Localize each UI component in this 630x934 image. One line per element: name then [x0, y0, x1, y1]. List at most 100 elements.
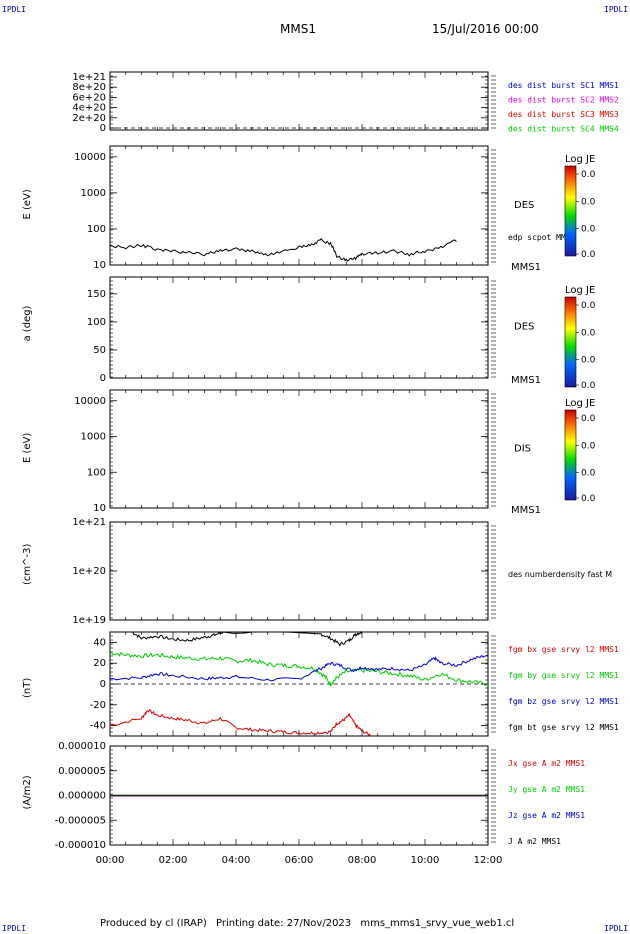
y-tick-label: 10000 [74, 396, 106, 407]
y-tick-label: 0.000005 [58, 766, 106, 777]
series-line-by [110, 651, 489, 687]
y-tick-label: -20 [90, 700, 106, 711]
y-tick-label: 2e+20 [72, 113, 106, 124]
y-axis-label: E (eV) [22, 189, 33, 219]
y-tick-label: 1e+19 [72, 615, 106, 626]
page-date: 15/Jul/2016 00:00 [432, 22, 539, 36]
y-tick-label: 10 [93, 503, 106, 514]
legend-entry: fgm bx gse srvy l2 MMS1 [508, 645, 619, 654]
y-tick-label: 0 [100, 679, 106, 690]
legend-entry: fgm bz gse srvy l2 MMS1 [508, 697, 619, 706]
right-label: DES [514, 322, 534, 333]
series-line-bt [131, 630, 363, 647]
panel-frame-des-pitch [109, 276, 489, 379]
y-tick-label: 10 [93, 260, 106, 271]
right-label: des numberdensity fast M [508, 570, 612, 579]
overlay-label: edp scpot MMS1 [508, 233, 576, 242]
colorbar-tick-label: 0.0 [581, 170, 596, 180]
legend-entry: des dist burst SC1 MMS1 [508, 81, 619, 90]
legend-entry: Jy gse A m2 MMS1 [508, 785, 585, 794]
right-label: DES [514, 200, 534, 211]
colorbar-tick-label: 0.0 [581, 469, 596, 479]
legend-entry: des dist burst SC3 MMS3 [508, 110, 619, 119]
y-tick-label: 0 [100, 123, 106, 134]
y-tick-label: 100 [87, 467, 106, 478]
y-tick-label: 1e+20 [72, 566, 106, 577]
y-tick-label: 1e+21 [72, 517, 106, 528]
colorbar-title: Log JE [565, 154, 595, 165]
y-tick-label: -0.000005 [55, 815, 106, 826]
x-tick-label: 00:00 [96, 855, 125, 866]
y-tick-label: 40 [93, 637, 106, 648]
footer-printing-date: Printing date: 27/Nov/2023 [215, 918, 352, 929]
colorbar-title: Log JE [565, 398, 595, 409]
y-tick-label: 4e+20 [72, 103, 106, 114]
legend-entry: Jz gse A m2 MMS1 [508, 811, 585, 820]
spacecraft-label: MMS1 [511, 262, 541, 273]
y-tick-label: 0 [100, 373, 106, 384]
colorbar [564, 296, 577, 388]
colorbar-tick-label: 0.0 [581, 356, 596, 366]
legend-entry: des dist burst SC4 MMS4 [508, 125, 619, 134]
x-tick-label: 06:00 [285, 855, 314, 866]
footer: Produced by cl (IRAP) Printing date: 27/… [100, 918, 514, 929]
y-tick-label: 1e+21 [72, 72, 106, 83]
y-tick-label: 6e+20 [72, 92, 106, 103]
corner-mark-bl: IPDLI [2, 924, 27, 933]
y-tick-label: -40 [90, 721, 106, 732]
series-line-bz [109, 654, 489, 682]
footer-produced-by: Produced by cl (IRAP) [100, 918, 207, 929]
colorbar-tick-label: 0.0 [581, 381, 596, 391]
corner-mark-tl: IPDLI [2, 5, 27, 14]
y-tick-label: 100 [87, 317, 106, 328]
y-axis-label: E (eV) [22, 433, 33, 463]
y-tick-label: 10000 [74, 152, 106, 163]
panel-frame-des-energy [109, 145, 489, 266]
legend-entry: J A m2 MMS1 [508, 837, 561, 846]
right-label: DIS [514, 443, 531, 454]
corner-mark-tr: IPDLI [604, 5, 629, 14]
colorbar [564, 409, 577, 501]
spacecraft-label: MMS1 [511, 505, 541, 516]
y-axis-label: (nT) [22, 678, 33, 698]
x-tick-label: 12:00 [474, 855, 503, 866]
y-tick-label: 20 [93, 658, 106, 669]
y-tick-label: 150 [87, 289, 106, 300]
x-tick-label: 04:00 [222, 855, 251, 866]
footer-filename: mms_mms1_srvy_vue_web1.cl [360, 918, 515, 929]
y-axis-label: a (deg) [22, 305, 33, 341]
y-axis-label: (cm^-3) [22, 544, 33, 585]
colorbar-tick-label: 0.0 [581, 494, 596, 504]
colorbar-tick-label: 0.0 [581, 225, 596, 235]
colorbar-tick-label: 0.0 [581, 250, 596, 260]
legend-entry: Jx gse A m2 MMS1 [508, 759, 585, 768]
colorbar-tick-label: 0.0 [581, 441, 596, 451]
panel-frame-burst [109, 71, 489, 131]
y-tick-label: -0.000010 [55, 840, 106, 851]
series-line-bx [109, 709, 372, 737]
x-tick-label: 02:00 [159, 855, 188, 866]
page-title: MMS1 [280, 22, 316, 36]
colorbar-tick-label: 0.0 [581, 414, 596, 424]
x-tick-label: 10:00 [411, 855, 440, 866]
colorbar-title: Log JE [565, 285, 595, 296]
y-tick-label: 100 [87, 224, 106, 235]
legend-entry: des dist burst SC2 MMS2 [508, 96, 619, 105]
x-tick-label: 08:00 [348, 855, 377, 866]
colorbar-tick-label: 0.0 [581, 301, 596, 311]
colorbar [564, 165, 577, 257]
corner-mark-br: IPDLI [604, 924, 629, 933]
y-tick-label: 0.000000 [58, 791, 106, 802]
spacecraft-label: MMS1 [511, 375, 541, 386]
colorbar-tick-label: 0.0 [581, 197, 596, 207]
colorbar-tick-label: 0.0 [581, 328, 596, 338]
y-tick-label: 50 [93, 345, 106, 356]
panel-frame-dis-energy [109, 389, 489, 509]
y-axis-label: (A/m2) [22, 775, 33, 809]
y-tick-label: 8e+20 [72, 82, 106, 93]
legend-entry: fgm by gse srvy l2 MMS1 [508, 671, 619, 680]
y-tick-label: 1000 [81, 432, 106, 443]
y-tick-label: 0.000010 [58, 741, 106, 752]
panel-frame-density [109, 521, 489, 621]
